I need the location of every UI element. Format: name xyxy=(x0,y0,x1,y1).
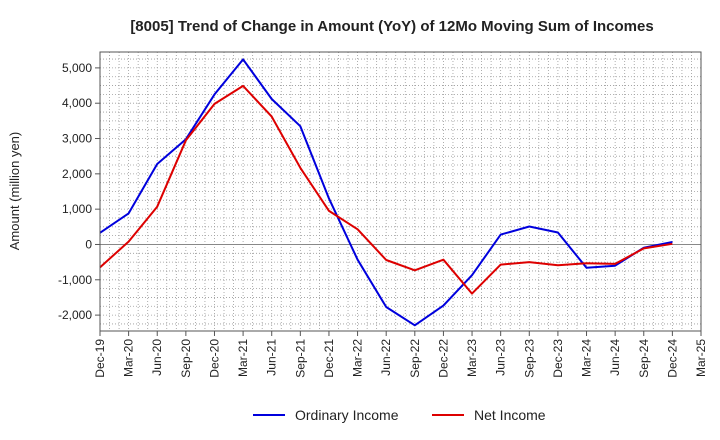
x-tick-label: Sep-21 xyxy=(293,339,307,378)
x-tick-label: Dec-23 xyxy=(551,339,565,378)
x-tick-label: Mar-25 xyxy=(694,339,708,377)
y-tick-label: 3,000 xyxy=(62,132,92,146)
y-tick-label: 4,000 xyxy=(62,96,92,110)
y-tick-label: 1,000 xyxy=(62,202,92,216)
x-tick-label: Mar-23 xyxy=(465,339,479,377)
x-axis-ticks: Dec-19 Mar-20 Jun-20 Sep-20 Dec-20 Mar-21 Jun-… xyxy=(93,331,708,378)
x-tick-label: Sep-24 xyxy=(637,339,651,378)
x-tick-label: Sep-23 xyxy=(522,339,536,378)
series-line-net-income xyxy=(99,84,673,295)
y-tick-label: 0 xyxy=(85,237,92,251)
x-tick-label: Mar-24 xyxy=(580,339,594,377)
legend: Ordinary Income Net Income xyxy=(253,407,546,423)
x-tick-label: Dec-19 xyxy=(93,339,107,378)
x-tick-label: Jun-21 xyxy=(265,339,279,376)
x-tick-label: Jun-24 xyxy=(608,339,622,376)
chart-title: [8005] Trend of Change in Amount (YoY) o… xyxy=(130,18,653,35)
plot-frame xyxy=(99,51,702,332)
x-tick-label: Jun-23 xyxy=(494,339,508,376)
y-tick-label: -1,000 xyxy=(58,273,92,287)
x-tick-label: Jun-22 xyxy=(379,339,393,376)
x-tick-label: Mar-22 xyxy=(351,339,365,377)
legend-label-net-income: Net Income xyxy=(474,407,546,423)
grid-lines xyxy=(100,52,701,331)
plot-area xyxy=(99,51,702,332)
legend-label-ordinary-income: Ordinary Income xyxy=(295,407,399,423)
x-tick-label: Dec-24 xyxy=(665,339,679,378)
y-axis-label: Amount (million yen) xyxy=(7,132,22,251)
x-tick-label: Dec-21 xyxy=(322,339,336,378)
series-layer xyxy=(99,58,673,327)
x-tick-label: Dec-20 xyxy=(207,339,221,378)
x-tick-label: Sep-20 xyxy=(179,339,193,378)
series-line-ordinary-income xyxy=(99,58,673,327)
x-tick-label: Sep-22 xyxy=(408,339,422,378)
y-tick-label: -2,000 xyxy=(58,308,92,322)
y-tick-label: 5,000 xyxy=(62,61,92,75)
x-tick-label: Dec-22 xyxy=(436,339,450,378)
y-axis-ticks: -2,000 -1,000 0 1,000 2,000 3,000 4,000 5,000 xyxy=(58,61,100,322)
x-tick-label: Mar-21 xyxy=(236,339,250,377)
x-tick-label: Jun-20 xyxy=(150,339,164,376)
x-tick-label: Mar-20 xyxy=(122,339,136,377)
y-tick-label: 2,000 xyxy=(62,167,92,181)
